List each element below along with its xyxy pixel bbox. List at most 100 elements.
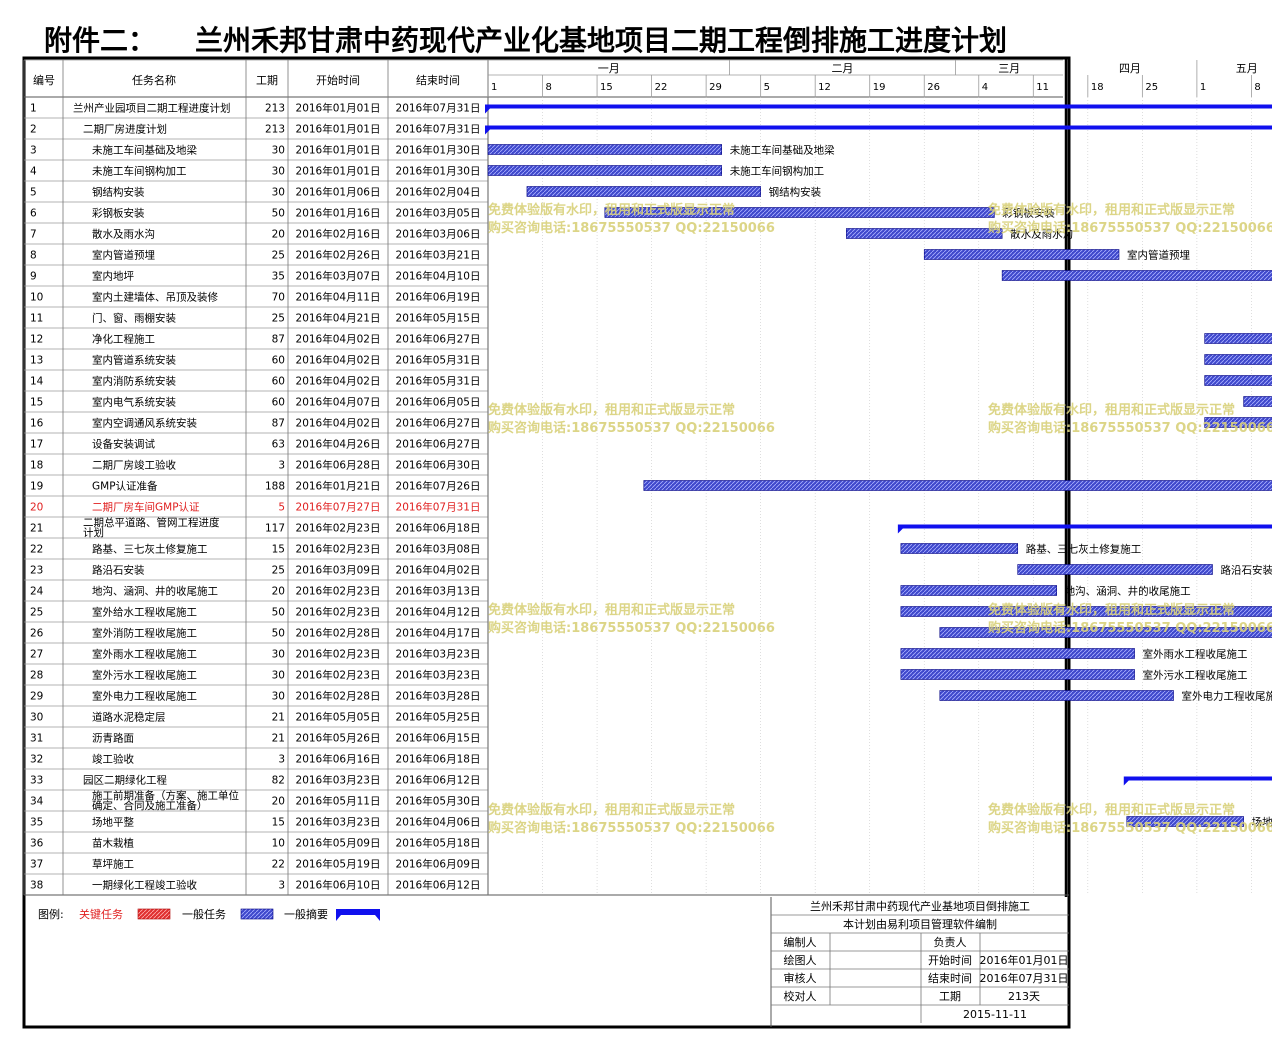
task-start: 2016年01月01日 bbox=[296, 144, 381, 157]
task-name: 室外给水工程收尾施工 bbox=[92, 606, 197, 619]
task-id: 11 bbox=[30, 313, 43, 325]
task-bar bbox=[1204, 354, 1272, 365]
task-name: 园区二期绿化工程 bbox=[83, 774, 167, 787]
info-duration-label: 工期 bbox=[939, 990, 961, 1003]
task-end: 2016年03月23日 bbox=[396, 669, 481, 682]
task-name: 室内空调通风系统安装 bbox=[92, 417, 197, 430]
task-duration: 10 bbox=[272, 838, 285, 850]
task-id: 8 bbox=[30, 250, 37, 262]
task-end: 2016年07月31日 bbox=[396, 102, 481, 115]
task-duration: 70 bbox=[272, 292, 285, 304]
task-duration: 30 bbox=[272, 166, 285, 178]
task-start: 2016年02月23日 bbox=[296, 606, 381, 619]
task-id: 3 bbox=[30, 145, 37, 157]
task-name: 设备安装调试 bbox=[92, 438, 155, 451]
task-duration: 30 bbox=[272, 145, 285, 157]
task-end: 2016年03月13日 bbox=[396, 585, 481, 598]
task-id: 24 bbox=[30, 586, 44, 598]
task-id: 29 bbox=[30, 691, 43, 703]
summary-bar bbox=[1123, 776, 1272, 786]
task-duration: 63 bbox=[272, 439, 285, 451]
table-row: 19 GMP认证准备 188 2016年01月21日 2016年07月26日 bbox=[30, 480, 480, 493]
tick-label: 22 bbox=[655, 82, 668, 93]
task-name: 竣工验收 bbox=[92, 753, 134, 766]
info-start-value: 2016年01月01日 bbox=[980, 953, 1069, 967]
summary-bar bbox=[485, 104, 1272, 114]
task-start: 2016年03月23日 bbox=[296, 774, 381, 787]
info-drawer-label: 绘图人 bbox=[784, 953, 817, 967]
watermark-line2: 购买咨询电话:18675550537 QQ:22150066 bbox=[488, 220, 775, 236]
task-id: 7 bbox=[30, 229, 37, 241]
task-duration: 25 bbox=[272, 565, 285, 577]
task-bar bbox=[1126, 816, 1244, 827]
tick-label: 4 bbox=[982, 82, 988, 93]
summary-bar bbox=[897, 524, 1272, 534]
table-row: 5 钢结构安装 30 2016年01月06日 2016年02月04日 bbox=[30, 186, 480, 199]
task-start: 2016年01月16日 bbox=[296, 207, 381, 220]
info-grid bbox=[770, 897, 1069, 1027]
task-id: 28 bbox=[30, 670, 43, 682]
task-end: 2016年06月09日 bbox=[396, 858, 481, 871]
task-start: 2016年01月01日 bbox=[296, 102, 381, 115]
task-bar bbox=[900, 606, 1272, 617]
task-name: 地沟、涵洞、井的收尾施工 bbox=[92, 585, 218, 598]
watermark-line2: 购买咨询电话:18675550537 QQ:22150066 bbox=[988, 620, 1272, 636]
tick-label: 26 bbox=[927, 82, 940, 93]
task-id: 1 bbox=[30, 103, 37, 115]
task-duration: 30 bbox=[272, 691, 285, 703]
task-bar bbox=[923, 249, 1120, 260]
task-name: 二期总平道路、管网工程进度 bbox=[83, 516, 220, 529]
task-duration: 3 bbox=[278, 880, 285, 892]
tick-label: 8 bbox=[546, 82, 552, 93]
legend-critical-label: 关键任务 bbox=[79, 907, 123, 921]
table-row: 25 室外给水工程收尾施工 50 2016年02月23日 2016年04月12日 bbox=[30, 606, 480, 619]
column-headers: 编号 任务名称 工期 开始时间 结束时间 bbox=[33, 73, 460, 87]
task-start: 2016年05月11日 bbox=[296, 795, 381, 808]
table-row: 18 二期厂房竣工验收 3 2016年06月28日 2016年06月30日 bbox=[30, 459, 480, 472]
task-end: 2016年04月17日 bbox=[396, 627, 481, 640]
task-end: 2016年07月26日 bbox=[396, 480, 481, 493]
info-reviewer-label: 审核人 bbox=[784, 971, 817, 985]
col-header-end: 结束时间 bbox=[416, 74, 460, 87]
info-subtitle: 本计划由易利项目管理软件编制 bbox=[843, 917, 997, 931]
task-id: 25 bbox=[30, 607, 43, 619]
watermark-line1: 免费体验版有水印，租用和正式版显示正常 bbox=[488, 402, 735, 418]
task-id: 26 bbox=[30, 628, 44, 640]
task-duration: 25 bbox=[272, 250, 285, 262]
info-block: 兰州禾邦甘肃中药现代产业基地项目倒排施工 本计划由易利项目管理软件编制 编制人 … bbox=[784, 899, 1069, 1021]
task-start: 2016年04月02日 bbox=[296, 417, 381, 430]
table-row: 24 地沟、涵洞、井的收尾施工 20 2016年02月23日 2016年03月13日 bbox=[30, 585, 480, 598]
task-bar bbox=[1243, 396, 1272, 407]
task-id: 5 bbox=[30, 187, 37, 199]
task-name: 室外消防工程收尾施工 bbox=[92, 627, 197, 640]
task-end: 2016年03月23日 bbox=[396, 648, 481, 661]
task-duration: 25 bbox=[272, 313, 285, 325]
table-row: 1 兰州产业园项目二期工程进度计划 213 2016年01月01日 2016年07月31… bbox=[30, 102, 480, 115]
task-id: 34 bbox=[30, 796, 44, 808]
task-name: 门、窗、雨棚安装 bbox=[92, 312, 176, 325]
task-start: 2016年07月27日 bbox=[296, 501, 381, 514]
task-duration: 87 bbox=[272, 334, 285, 346]
table-row: 17 设备安装调试 63 2016年04月26日 2016年06月27日 bbox=[30, 438, 480, 451]
tick-label: 29 bbox=[709, 82, 722, 93]
task-id: 35 bbox=[30, 817, 43, 829]
task-id: 19 bbox=[30, 481, 43, 493]
task-duration: 3 bbox=[278, 460, 285, 472]
task-name: 室内管道系统安装 bbox=[92, 354, 176, 367]
legend-summary-label: 一般摘要 bbox=[284, 907, 328, 921]
task-name: 未施工车间钢构加工 bbox=[92, 165, 187, 178]
task-duration: 213 bbox=[265, 124, 285, 136]
task-bar bbox=[846, 228, 1003, 239]
task-name: 场地平整 bbox=[92, 816, 134, 829]
task-duration: 5 bbox=[278, 502, 285, 514]
task-start: 2016年04月07日 bbox=[296, 396, 381, 409]
task-end: 2016年06月27日 bbox=[396, 438, 481, 451]
tick-label: 5 bbox=[764, 82, 770, 93]
task-id: 15 bbox=[30, 397, 43, 409]
task-name: 室外电力工程收尾施工 bbox=[92, 690, 197, 703]
table-row: 8 室内管道预埋 25 2016年02月26日 2016年03月21日 bbox=[30, 249, 480, 262]
task-start: 2016年02月16日 bbox=[296, 228, 381, 241]
task-duration: 20 bbox=[272, 796, 285, 808]
